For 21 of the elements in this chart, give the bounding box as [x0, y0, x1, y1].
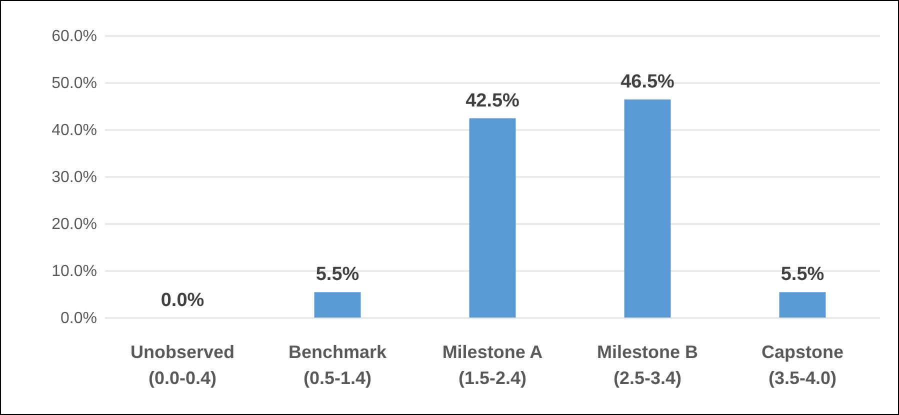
bar [779, 292, 826, 318]
y-tick-label: 60.0% [52, 28, 97, 46]
data-label: 5.5% [780, 264, 824, 286]
data-label: 5.5% [316, 264, 360, 286]
y-tick-label: 30.0% [52, 169, 97, 186]
data-label: 46.5% [620, 71, 675, 92]
bar [314, 292, 361, 318]
y-tick-label: 20.0% [52, 216, 97, 234]
data-label: 0.0% [160, 290, 204, 311]
data-label: 42.5% [466, 90, 520, 112]
y-tick-label: 10.0% [52, 263, 97, 280]
x-tick-label: Unobserved (0.0-0.4) [130, 342, 235, 388]
x-tick-label: Capstone (3.5-4.0) [761, 342, 844, 388]
y-tick-label: 50.0% [52, 75, 97, 92]
x-tick-label: Benchmark (0.5-1.4) [288, 342, 388, 388]
x-tick-label: Milestone B (2.5-3.4) [596, 342, 698, 388]
bar [469, 118, 516, 318]
bar [624, 99, 671, 318]
y-tick-label: 0.0% [60, 310, 97, 328]
x-tick-label: Milestone A (1.5-2.4) [442, 342, 543, 388]
y-tick-label: 40.0% [52, 122, 97, 140]
